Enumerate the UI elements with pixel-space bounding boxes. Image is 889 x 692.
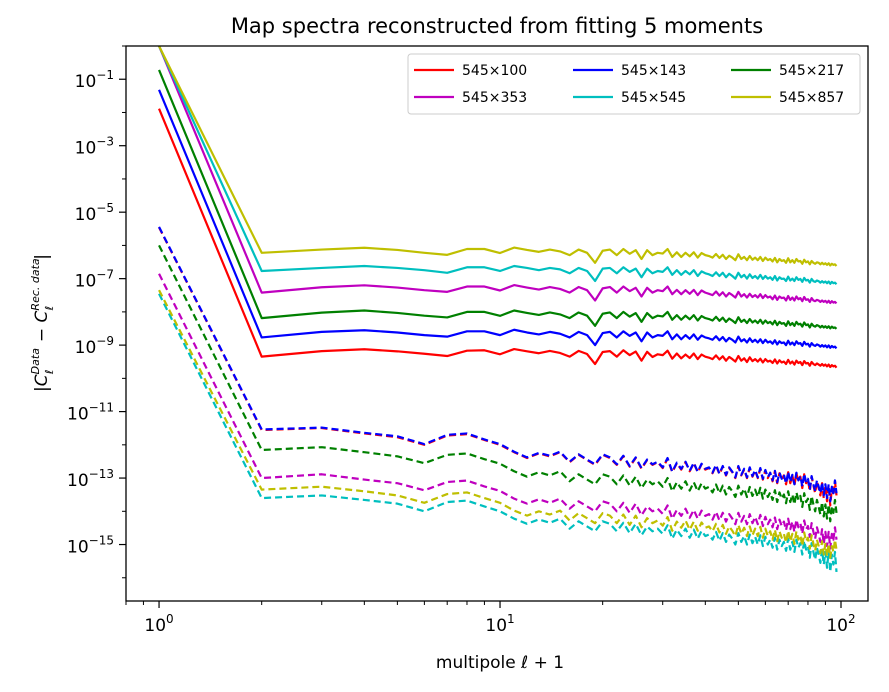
series-line-solid-1 [158, 89, 838, 350]
legend-label: 545×217 [779, 63, 844, 79]
series-line-solid-3 [158, 46, 838, 305]
series-line-dashed-10 [158, 293, 838, 574]
series-line-dashed-9 [158, 273, 838, 550]
series-line-dashed-8 [158, 244, 838, 523]
y-tick-label: 10−13 [67, 467, 114, 491]
x-tick-label: 100 [144, 612, 173, 636]
legend-label: 545×857 [779, 90, 844, 106]
x-tick-label: 102 [826, 612, 855, 636]
series-line-solid-2 [158, 69, 838, 330]
y-axis: 10−15 10−13 10−11 10−9 10−7 10−5 10−3 10−1 [67, 45, 126, 579]
legend-label: 545×353 [462, 90, 527, 106]
legend-label: 545×143 [621, 63, 686, 79]
x-axis: 100 101 102 [125, 601, 856, 636]
legend-label: 545×545 [621, 90, 686, 106]
y-tick-label: 10−11 [67, 401, 114, 425]
y-tick-label: 10−9 [75, 334, 114, 358]
y-tick-label: 10−15 [67, 534, 114, 558]
y-tick-label: 10−3 [75, 135, 114, 159]
y-tick-label: 10−7 [75, 268, 114, 292]
y-tick-label: 10−1 [75, 68, 114, 92]
chart-title: Map spectra reconstructed from fitting 5… [231, 14, 763, 38]
legend: 545×100 545×143 545×217 545×353 545×545 545×8… [407, 53, 861, 115]
series-line-solid-5 [158, 46, 838, 267]
legend-label: 545×100 [462, 63, 527, 79]
y-tick-label: 10−5 [75, 201, 114, 225]
x-axis-label: multipole ℓ + 1 [436, 653, 564, 673]
plot-frame [125, 45, 869, 602]
x-tick-label: 101 [485, 612, 514, 636]
series-line-dashed-7 [158, 226, 838, 503]
series-line-dashed-11 [158, 289, 838, 559]
series-line-solid-0 [158, 108, 838, 369]
series-line-solid-4 [158, 46, 838, 285]
